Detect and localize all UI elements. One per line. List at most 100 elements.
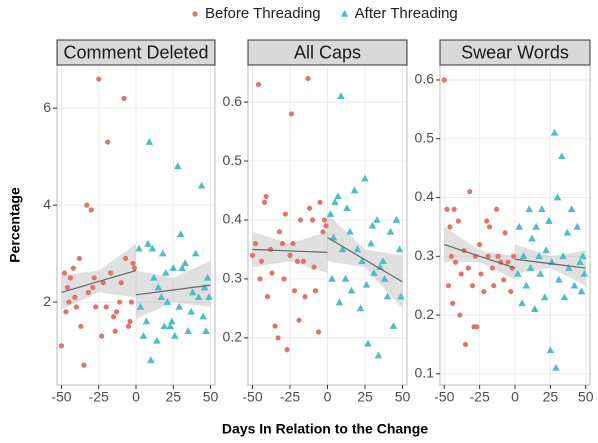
data-point (326, 210, 335, 217)
data-point (514, 269, 522, 277)
legend-label: Before Threading (205, 5, 321, 22)
data-point (542, 246, 550, 254)
data-point (167, 317, 176, 325)
strip-title: Swear Words (461, 42, 569, 62)
data-point (356, 304, 365, 312)
data-point (61, 270, 68, 276)
data-point (63, 309, 69, 315)
data-point (559, 252, 567, 260)
data-point (288, 111, 295, 117)
data-point (128, 299, 135, 305)
data-point (296, 317, 302, 323)
data-point (334, 192, 342, 200)
y-tick-label: 0.5 (223, 152, 243, 168)
data-point (93, 304, 99, 310)
data-point (370, 269, 378, 276)
legend-marker (192, 11, 198, 17)
x-axis-label: Days In Relation to the Change (222, 421, 428, 437)
data-point (478, 271, 484, 277)
data-point (515, 222, 524, 230)
data-point (157, 293, 166, 301)
data-point (346, 227, 354, 235)
data-point (323, 223, 329, 229)
data-point (84, 202, 90, 208)
y-tick-label: 0.3 (223, 270, 243, 286)
data-point (367, 239, 375, 247)
fit-line (444, 243, 516, 269)
data-point (312, 288, 319, 294)
data-point (518, 299, 526, 307)
data-point (451, 206, 457, 212)
confidence-band (327, 214, 403, 309)
data-point (150, 273, 158, 281)
data-point (386, 227, 395, 235)
data-point (108, 270, 114, 276)
data-point (166, 322, 175, 330)
data-point (309, 217, 316, 223)
confidence-band (515, 244, 586, 286)
data-point (474, 324, 480, 330)
data-point (187, 307, 195, 315)
data-point (505, 259, 511, 265)
data-point (570, 281, 579, 289)
x-tick-label: 25 (543, 389, 559, 405)
data-point (287, 252, 293, 258)
data-point (73, 304, 79, 310)
data-point (465, 265, 471, 271)
data-point (350, 186, 359, 194)
data-point (64, 284, 71, 291)
data-point (159, 249, 167, 257)
data-point (275, 335, 281, 341)
data-point (117, 299, 123, 305)
data-point (540, 293, 549, 301)
y-tick-label: 4 (43, 196, 51, 212)
x-tick-label: 50 (395, 389, 411, 405)
x-tick-label: 50 (578, 389, 594, 405)
fit-line (252, 248, 328, 254)
data-point (297, 217, 304, 223)
data-point (563, 228, 572, 236)
y-axis-label: Percentage (7, 187, 23, 263)
data-point (364, 339, 372, 347)
data-point (118, 280, 124, 286)
data-point (557, 152, 566, 160)
data-point (257, 276, 263, 282)
y-tick-label: 0.2 (223, 329, 243, 345)
data-point (267, 246, 274, 253)
data-point (447, 224, 453, 230)
data-point (353, 245, 362, 253)
data-point (284, 347, 290, 353)
data-point (130, 260, 136, 266)
data-point (467, 189, 473, 195)
data-point (495, 253, 501, 259)
data-point (328, 274, 336, 282)
data-point (469, 283, 476, 289)
x-tick-label: -25 (470, 389, 490, 405)
data-point (147, 356, 155, 364)
data-point (114, 309, 120, 315)
data-point (203, 273, 212, 281)
data-point (131, 265, 138, 271)
data-point (576, 258, 584, 265)
confidence-band (61, 243, 137, 310)
data-point (264, 294, 271, 300)
data-point (494, 206, 500, 212)
data-point (457, 312, 463, 318)
data-point (112, 328, 118, 334)
data-point (380, 274, 389, 282)
x-tick-label: 25 (357, 389, 373, 405)
data-point (197, 181, 206, 189)
data-point (103, 304, 109, 310)
data-point (315, 329, 322, 335)
data-point (290, 240, 296, 247)
x-tick-label: 25 (165, 389, 181, 405)
data-point (100, 280, 106, 286)
data-point (272, 323, 278, 329)
x-tick-label: 0 (511, 389, 519, 405)
data-point (173, 162, 182, 170)
data-point (448, 253, 454, 259)
data-point (362, 280, 371, 288)
data-point (376, 263, 384, 270)
data-point (535, 252, 543, 260)
